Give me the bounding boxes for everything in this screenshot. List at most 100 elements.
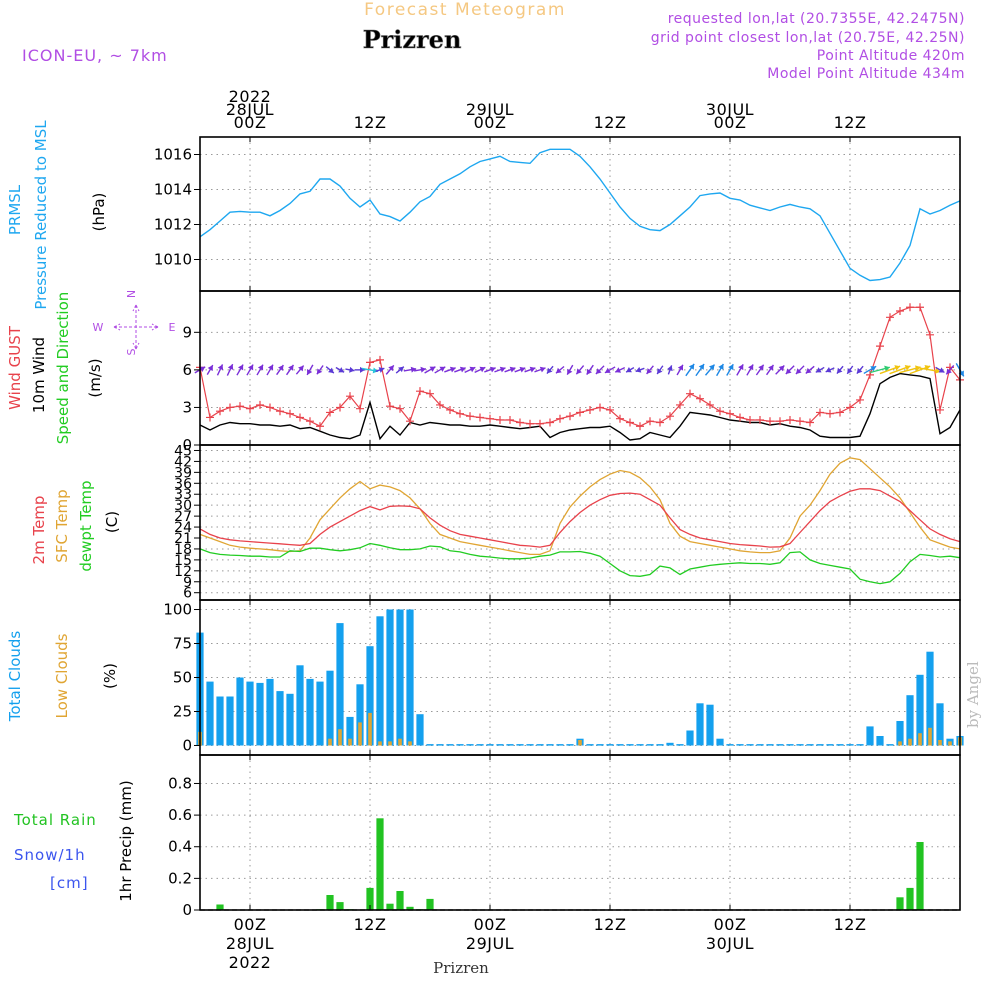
- gust-marker: [696, 394, 704, 403]
- top-date-label: 28JUL: [226, 100, 274, 119]
- wind-arrow-head: [785, 368, 792, 375]
- gust-marker: [276, 407, 284, 416]
- wind-arrow-head: [758, 364, 764, 371]
- wind-unit: (m/s): [86, 358, 104, 397]
- wind-arrow-head: [567, 368, 573, 375]
- low-cloud-bar: [338, 729, 342, 746]
- total-cloud-bar: [246, 681, 254, 746]
- gust-marker: [506, 415, 514, 424]
- gust-marker: [476, 413, 484, 422]
- total-cloud-bar: [266, 678, 274, 746]
- total-cloud-bar: [826, 744, 834, 746]
- rain-label: Total Rain: [13, 811, 97, 829]
- wind-arrow-head: [247, 364, 254, 371]
- low-cloud-bar: [408, 741, 412, 746]
- total-cloud-bar: [446, 744, 454, 746]
- temp-2m-line: [199, 488, 961, 548]
- wind-tick-label: 3: [182, 398, 192, 416]
- total-cloud-bar: [456, 744, 464, 746]
- rain-bar: [386, 903, 394, 910]
- bottom-date-label: 00Z: [714, 915, 747, 934]
- total-cloud-bar: [816, 744, 824, 746]
- gust-marker: [726, 409, 734, 418]
- wind-gust-label: Wind GUST: [6, 325, 24, 410]
- wind-arrow-head: [657, 368, 663, 374]
- compass-south: S: [125, 348, 138, 355]
- dewpt-line: [199, 542, 961, 585]
- temp-tick-label: 33: [174, 487, 192, 503]
- gust-marker: [886, 313, 894, 322]
- gust-marker: [646, 417, 654, 426]
- gust-marker: [716, 407, 724, 416]
- total-cloud-bar: [736, 744, 744, 746]
- gust-marker: [756, 415, 764, 424]
- wind-arrow-head: [586, 368, 593, 375]
- gridlines: [200, 137, 960, 910]
- wind-arrow-head: [479, 366, 486, 373]
- total-cloud-bar: [696, 703, 704, 746]
- wind-arrow-head: [748, 364, 754, 371]
- pressure-tick-label: 1012: [154, 216, 192, 234]
- wind-arrow-head: [924, 365, 931, 371]
- rain-bar: [376, 818, 384, 910]
- total-cloud-bar: [256, 682, 264, 746]
- gust-marker: [676, 400, 684, 409]
- gust-marker: [806, 418, 814, 427]
- total-cloud-bar: [526, 744, 534, 746]
- gust-marker: [656, 418, 664, 427]
- total-cloud-bar: [726, 744, 734, 746]
- wind-arrow-head: [768, 364, 774, 371]
- wind-arrow-head: [604, 367, 611, 373]
- gust-marker: [556, 414, 564, 423]
- temp-tick-label: 9: [183, 575, 192, 591]
- gust-marker: [306, 417, 314, 426]
- watermark: by Angel: [964, 661, 982, 728]
- gust-marker: [856, 395, 864, 404]
- compass-icon: [113, 304, 159, 350]
- gust-marker: [786, 415, 794, 424]
- gust-marker: [706, 400, 714, 409]
- chart-marks: [194, 148, 965, 911]
- pressure-label: PRMSL: [6, 184, 24, 235]
- wind-arrow-head: [555, 367, 562, 374]
- rain-bar: [326, 895, 334, 910]
- sfc-temp-label: SFC Temp: [53, 489, 71, 562]
- total-cloud-bar: [556, 744, 564, 746]
- wind-arrow-head: [718, 364, 724, 370]
- total-cloud-bar: [936, 703, 944, 746]
- wind-arrow-head: [217, 364, 224, 371]
- top-date-label: 29JUL: [466, 100, 514, 119]
- wind-arrow-head: [519, 366, 526, 373]
- low-cloud-bar: [328, 738, 332, 746]
- bottom-date-label: 12Z: [354, 915, 387, 934]
- compass-east: E: [169, 321, 176, 334]
- low-cloud-bar: [368, 712, 372, 746]
- wind-panel-frame: [199, 290, 961, 446]
- total-cloud-bar: [206, 681, 214, 746]
- model-name: ICON-EU, ~ 7km: [22, 46, 168, 65]
- gust-marker: [236, 402, 244, 411]
- wind-arrow-head: [635, 366, 642, 373]
- wind-gust-line: [199, 306, 961, 427]
- top-date-label: 00Z: [474, 113, 507, 132]
- total-cloud-bar: [506, 744, 514, 746]
- location-title: Prizren: [363, 25, 462, 54]
- wind-arrow-head: [688, 363, 695, 370]
- wind-arrow-head: [237, 364, 244, 371]
- wind-arrow-head: [847, 367, 853, 374]
- wind-arrow-head: [539, 366, 546, 373]
- total-cloud-bar: [426, 744, 434, 746]
- total-cloud-bar: [806, 744, 814, 746]
- clouds-tick-label: 25: [173, 702, 192, 720]
- gust-marker: [596, 403, 604, 412]
- total-cloud-bar: [716, 738, 724, 746]
- total-cloud-bar: [226, 696, 234, 746]
- gust-marker: [426, 389, 434, 398]
- gust-marker: [376, 355, 384, 364]
- total-cloud-bar: [366, 646, 374, 746]
- gust-marker: [736, 413, 744, 422]
- low-cloud-bar: [398, 738, 402, 746]
- total-cloud-bar: [326, 670, 334, 746]
- pressure-line: [199, 148, 961, 282]
- gust-marker: [496, 415, 504, 424]
